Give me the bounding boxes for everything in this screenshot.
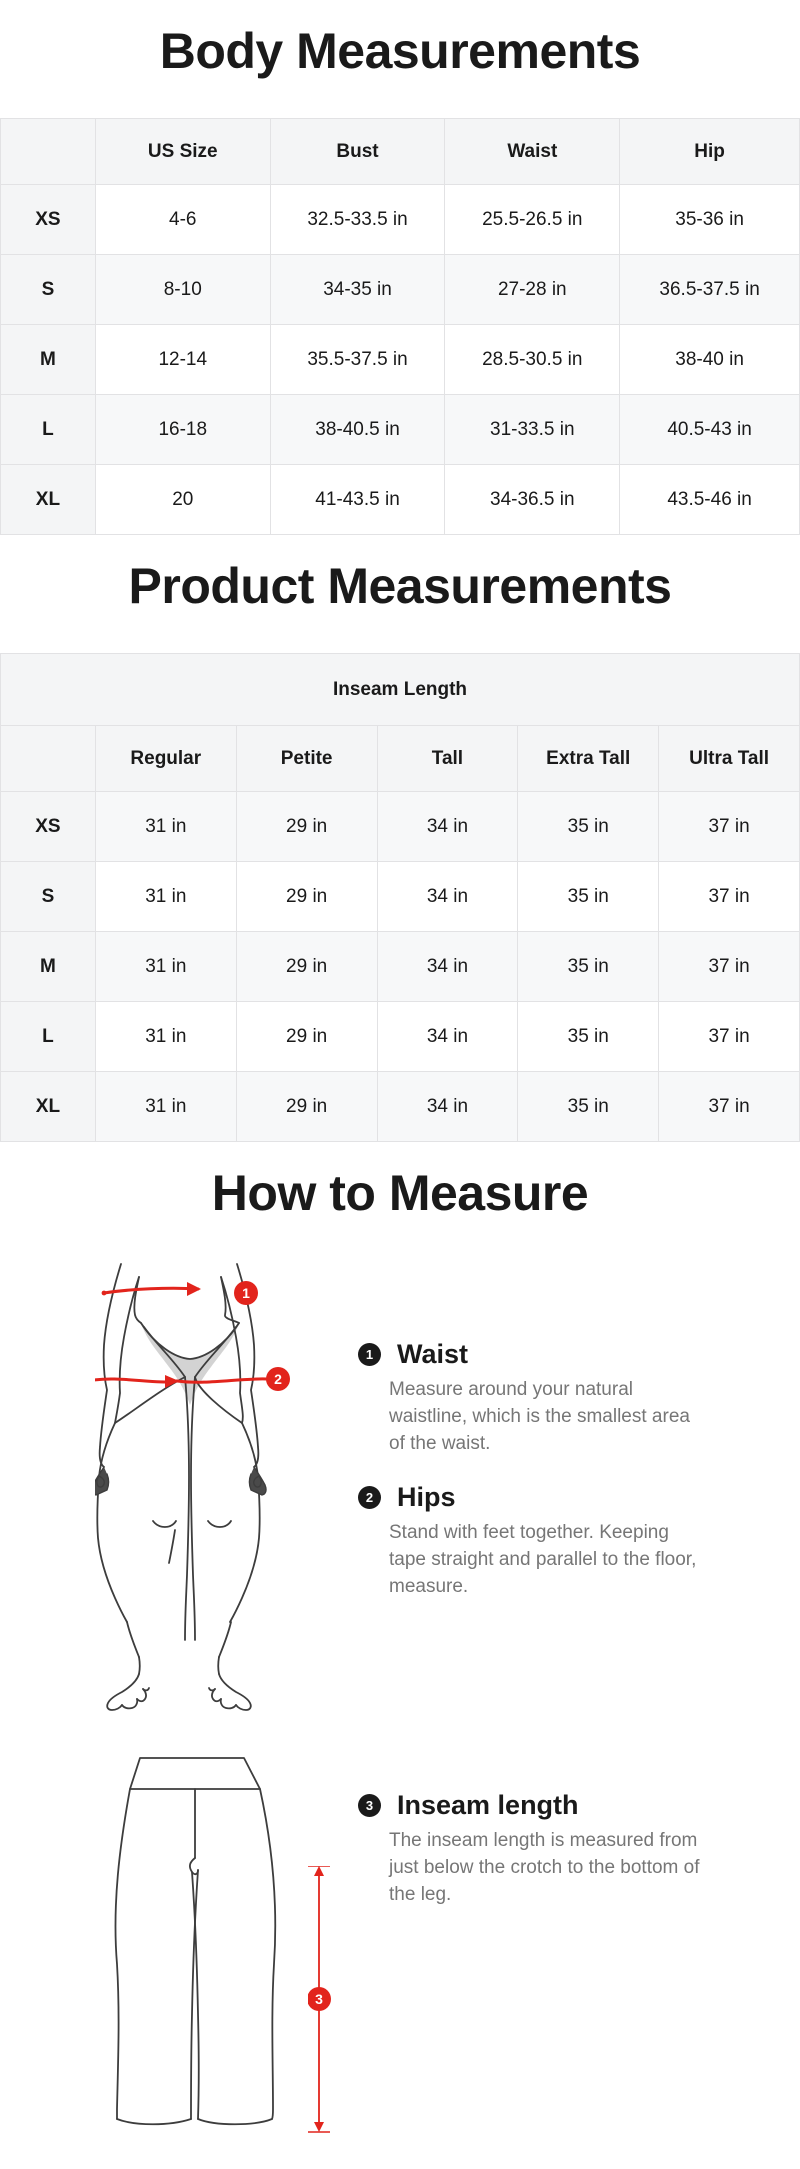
svg-text:2: 2 — [274, 1371, 282, 1387]
svg-text:1: 1 — [242, 1285, 250, 1301]
svg-text:3: 3 — [315, 1991, 323, 2007]
